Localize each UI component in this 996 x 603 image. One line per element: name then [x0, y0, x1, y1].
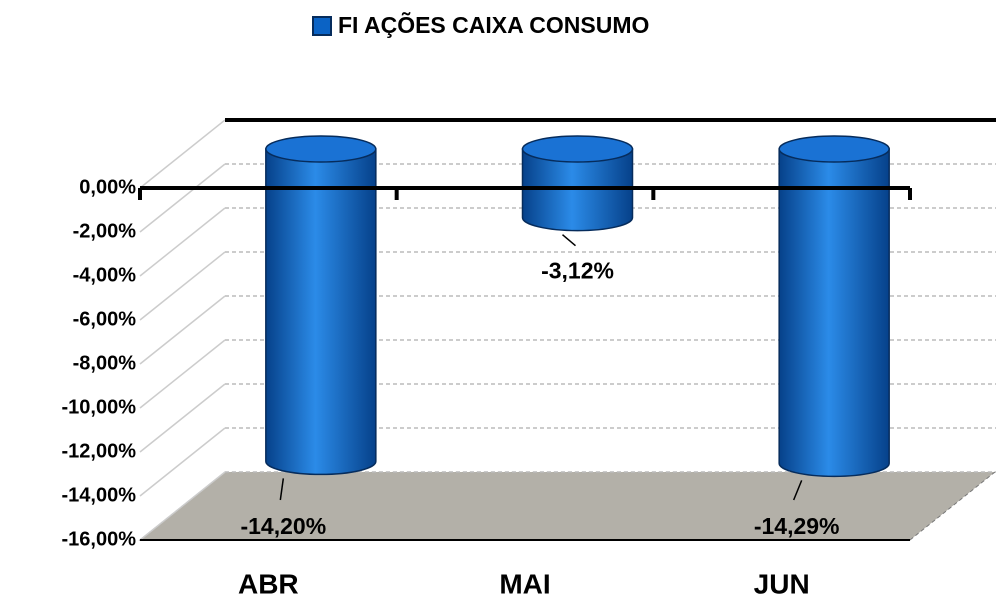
y-tick-label: -16,00%	[62, 528, 137, 550]
cylinder-top	[265, 135, 377, 163]
data-label: -3,12%	[541, 258, 614, 284]
wall-line	[139, 295, 226, 365]
legend-swatch	[312, 16, 332, 36]
y-tick-label: -6,00%	[73, 308, 137, 330]
wall-line	[139, 339, 226, 409]
leader-line	[279, 478, 285, 501]
cylinder-top	[521, 135, 634, 163]
cylinder-top	[778, 135, 890, 163]
wall-line	[139, 207, 226, 277]
y-tick-label: -8,00%	[73, 352, 137, 374]
y-tick-label: -4,00%	[73, 264, 137, 286]
x-tick-label: ABR	[238, 568, 299, 598]
cylinder-body	[778, 148, 890, 478]
leader-line	[562, 234, 576, 247]
wall-line	[139, 163, 226, 233]
y-tick-label: 0,00%	[79, 176, 136, 198]
wall-line	[139, 383, 226, 453]
x-tick-label: JUN	[754, 568, 810, 598]
data-label: -14,29%	[754, 513, 840, 539]
y-tick-label: -14,00%	[62, 484, 137, 506]
cylinder-body	[265, 148, 377, 476]
y-tick-label: -10,00%	[62, 396, 137, 418]
x-tick-label: MAI	[499, 568, 550, 598]
wall-line	[139, 471, 226, 541]
leader-line	[792, 480, 803, 501]
y-tick-label: -2,00%	[73, 220, 137, 242]
y-tick-label: -12,00%	[62, 440, 137, 462]
wall-line	[139, 427, 226, 497]
data-label: -14,20%	[240, 513, 326, 539]
legend-label: FI AÇÕES CAIXA CONSUMO	[338, 11, 649, 38]
wall-line	[139, 251, 226, 321]
wall-line	[139, 119, 226, 189]
